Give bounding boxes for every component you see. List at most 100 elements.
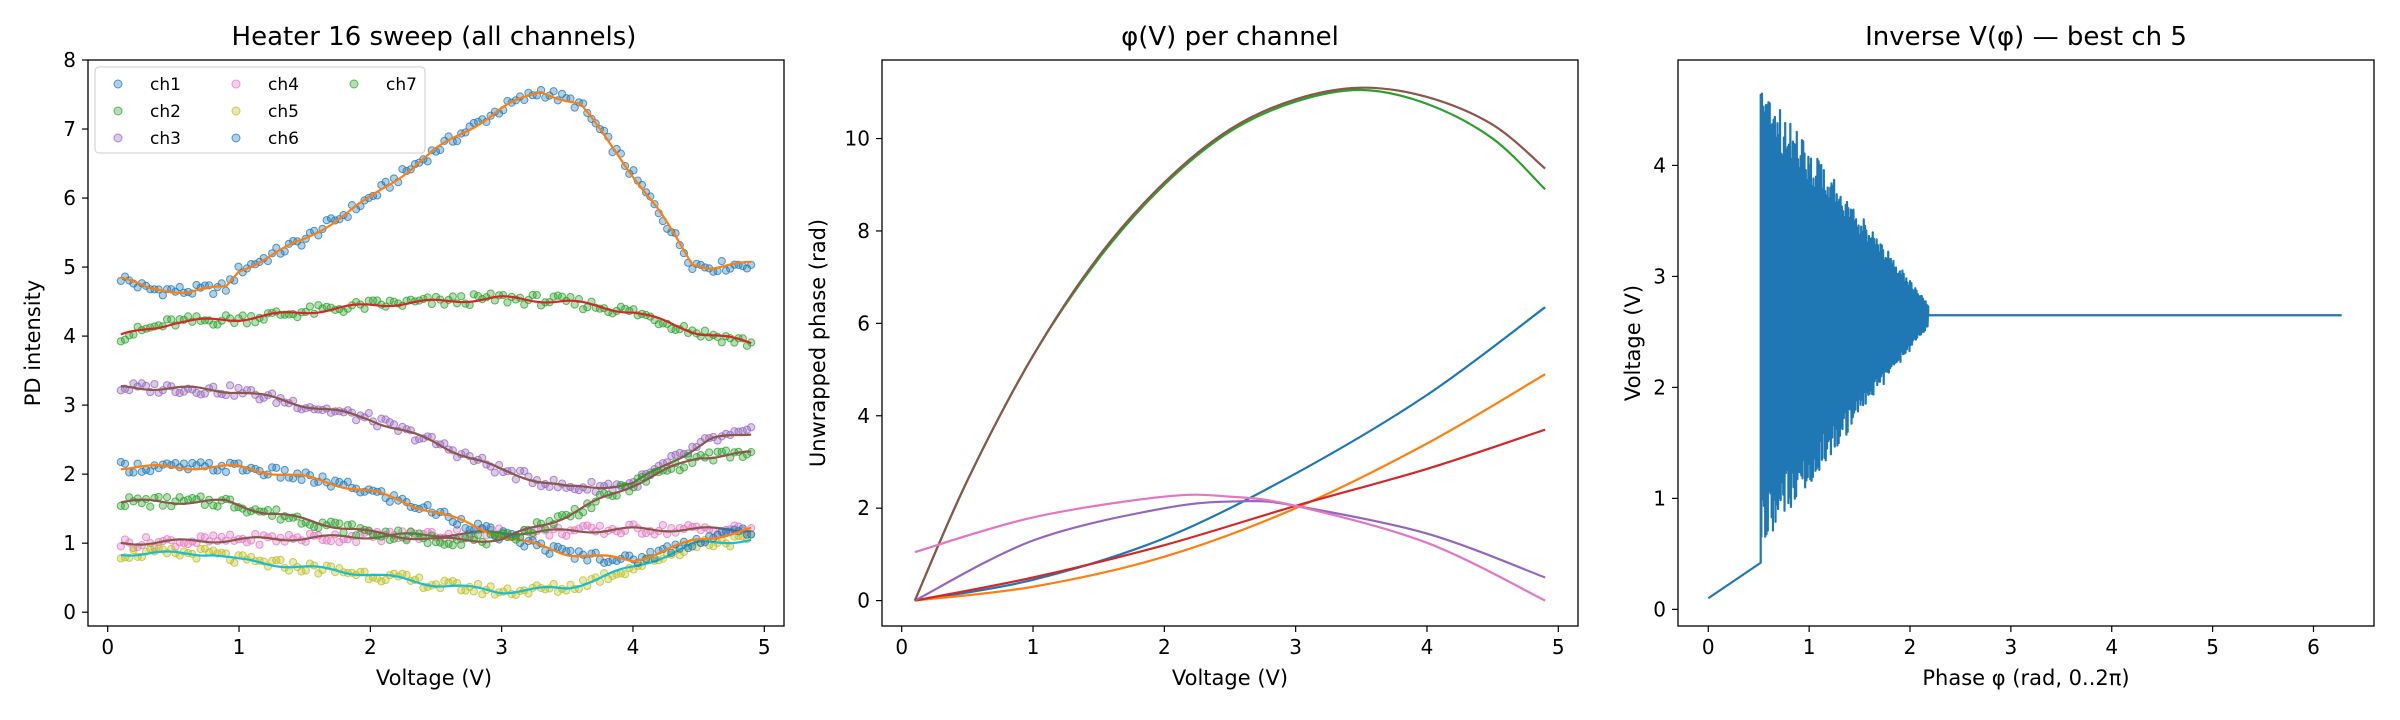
data-point [629,166,638,175]
x-tick-label: 1 [233,635,246,659]
data-point [167,315,176,324]
data-point [587,477,596,487]
legend-label: ch2 [150,102,181,122]
data-point [179,387,188,396]
data-point [209,320,218,329]
data-point [705,448,714,457]
legend-label: ch7 [386,75,417,95]
chart-title: φ(V) per channel [1121,22,1339,52]
y-tick-label: 0 [1653,597,1666,621]
data-point [268,463,277,472]
x-tick-label: 2 [364,635,377,659]
axis-ticks: 0 1 2 3 4 5 6 0 1 2 3 4 [1653,153,2320,659]
data-point [457,586,466,595]
data-point [423,538,432,548]
legend-label: ch5 [268,102,299,122]
data-point [675,544,684,553]
x-tick-label: 2 [1158,635,1171,659]
data-point [209,289,218,299]
data-point [343,477,352,486]
y-tick-label: 8 [857,219,870,243]
data-point [452,520,462,529]
y-tick-label: 6 [63,186,76,210]
data-point [394,526,403,535]
data-point [272,463,281,472]
y-tick-label: 4 [1653,153,1666,177]
legend-label: ch4 [268,75,299,95]
axis-ticks: 0 1 2 3 4 5 0 2 4 6 8 10 [845,127,1565,659]
fit-line [120,295,752,345]
data-point [423,500,432,510]
data-point [225,381,235,390]
data-point [360,304,369,313]
data-point [381,415,390,424]
data-point [503,584,512,593]
data-point [621,570,630,579]
y-tick-label: 1 [1653,486,1666,510]
y-tick-label: 5 [63,255,76,279]
data-point [276,555,285,564]
y-tick-label: 0 [63,600,76,624]
data-point [192,280,201,290]
data-point [469,587,478,596]
data-point [684,543,693,553]
data-point [684,451,693,461]
legend-label: ch6 [268,129,299,149]
data-point [515,466,525,475]
data-point [578,305,588,314]
data-point [747,423,756,432]
legend-marker [231,79,241,89]
data-point [553,542,562,551]
data-point [162,315,172,324]
data-point [116,337,125,346]
y-tick-label: 0 [857,589,870,613]
data-point [457,292,466,301]
data-point [209,531,218,540]
data-point [738,452,747,462]
data-point [234,262,243,271]
x-tick-label: 3 [495,635,508,659]
data-point [448,541,457,550]
data-point [532,290,541,300]
x-tick-label: 5 [2206,635,2219,659]
data-point [587,504,596,513]
plot-area [1707,92,2342,600]
plot-frame [87,59,785,627]
data-point [520,542,529,551]
y-tick-label: 8 [63,48,76,72]
data-point [154,492,163,502]
data-point [700,326,710,335]
data-point [738,532,747,541]
x-tick-label: 1 [1027,635,1040,659]
data-point [146,467,155,476]
data-point [141,533,151,542]
data-point [381,177,390,186]
data-point [511,535,520,544]
x-tick-label: 3 [2005,635,2018,659]
data-point [713,447,722,456]
x-tick-label: 0 [101,635,114,659]
data-point [326,537,336,546]
fit-line [120,90,752,295]
y-tick-label: 6 [857,311,870,335]
series-line-5 [913,86,1546,602]
data-point [595,521,604,530]
data-point [646,547,655,556]
data-point [566,546,575,555]
data-point [301,566,310,575]
data-point [528,529,537,538]
chart-title: Heater 16 sweep (all channels) [232,22,637,52]
legend-marker [113,133,123,143]
data-point [616,529,626,538]
y-tick-label: 2 [857,496,870,520]
y-tick-label: 3 [63,393,76,417]
data-point [461,524,470,533]
x-axis-label: Voltage (V) [376,666,492,690]
data-point [528,290,537,300]
x-tick-label: 0 [1702,635,1715,659]
data-point [557,530,567,539]
x-tick-label: 4 [1421,635,1434,659]
series-ch2 [116,289,756,350]
data-point [457,540,466,550]
